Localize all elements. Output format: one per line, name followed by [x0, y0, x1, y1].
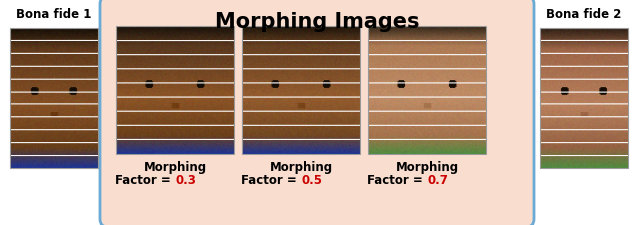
Bar [116, 26, 234, 154]
Bar [242, 26, 360, 154]
Text: Factor =: Factor = [115, 175, 175, 187]
Text: Morphing: Morphing [269, 160, 333, 173]
FancyBboxPatch shape [100, 0, 534, 225]
Text: Factor =: Factor = [241, 175, 301, 187]
Text: 0.7: 0.7 [427, 175, 448, 187]
Text: Bona fide 1: Bona fide 1 [16, 7, 92, 20]
Text: Factor =: Factor = [367, 175, 427, 187]
Bar [10, 28, 98, 168]
Text: Morphing Images: Morphing Images [215, 12, 419, 32]
Text: Bona fide 2: Bona fide 2 [547, 7, 621, 20]
Text: 0.5: 0.5 [301, 175, 322, 187]
Text: Morphing: Morphing [143, 160, 207, 173]
Text: Morphing: Morphing [396, 160, 459, 173]
Bar [368, 26, 486, 154]
Text: 0.3: 0.3 [175, 175, 196, 187]
Bar [540, 28, 628, 168]
